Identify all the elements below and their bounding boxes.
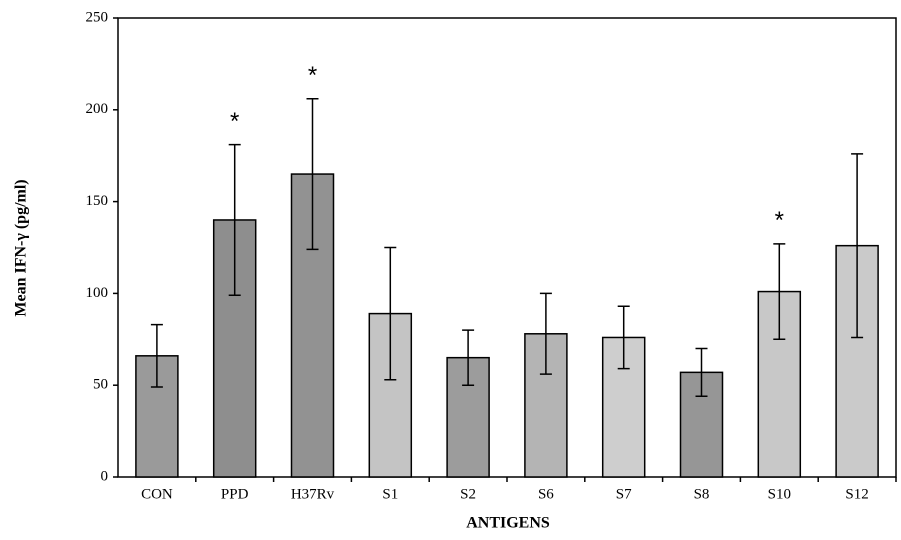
x-tick-label: S7 [616, 486, 632, 502]
x-tick-label: H37Rv [291, 486, 335, 502]
x-axis-label: ANTIGENS [466, 515, 550, 532]
error-bar [539, 292, 552, 375]
significance-mark: * [308, 62, 317, 89]
x-tick-label: S2 [460, 486, 476, 502]
x-tick-label: S10 [768, 486, 791, 502]
x-tick-label: S1 [382, 486, 398, 502]
error-bar [228, 143, 241, 296]
x-tick-label: S12 [845, 486, 868, 502]
error-bar [773, 243, 786, 341]
y-tick-label: 50 [93, 377, 108, 393]
y-tick-label: 100 [86, 285, 109, 301]
error-bar [150, 323, 163, 388]
error-bar [306, 98, 319, 251]
error-bar [462, 329, 475, 386]
x-tick-label: CON [141, 486, 173, 502]
y-tick-label: 150 [86, 193, 109, 209]
y-axis-label: Mean IFN-γ (pg/ml) [13, 179, 30, 316]
x-tick-label: PPD [221, 486, 249, 502]
error-bar [617, 305, 630, 370]
y-tick-label: 250 [86, 9, 109, 25]
error-bar [384, 246, 397, 381]
significance-mark: * [775, 207, 784, 234]
y-tick-label: 200 [86, 101, 109, 117]
x-tick-label: S8 [694, 486, 710, 502]
x-tick-label: S6 [538, 486, 554, 502]
error-bar [851, 153, 864, 339]
significance-mark: * [230, 108, 239, 135]
error-bar [695, 347, 708, 397]
y-tick-label: 0 [101, 468, 109, 484]
